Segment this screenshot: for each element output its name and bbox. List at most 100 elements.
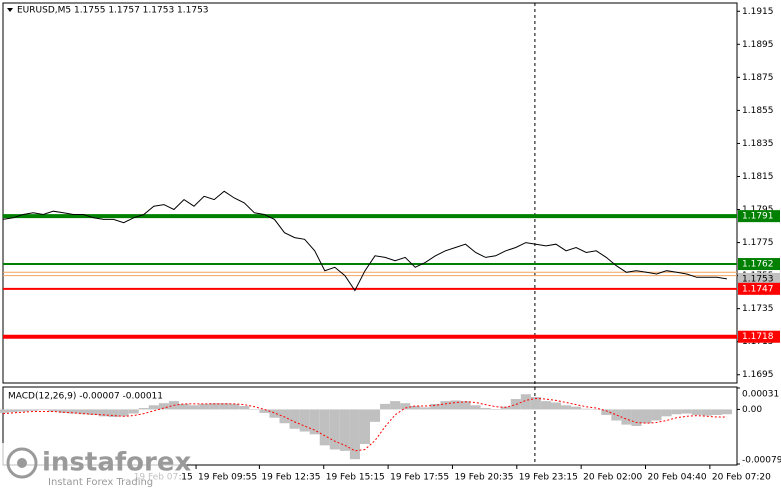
macd-bar bbox=[410, 405, 421, 410]
macd-bar bbox=[148, 405, 159, 410]
y-tick-label: 1.1915 bbox=[742, 7, 774, 17]
macd-bar bbox=[611, 409, 622, 421]
y-tick-label: 1.1775 bbox=[742, 238, 774, 248]
macd-bar bbox=[671, 409, 682, 415]
macd-bar bbox=[490, 409, 501, 410]
y-tick-label: 1.1735 bbox=[742, 304, 774, 314]
y-tick-label: 1.1695 bbox=[742, 370, 774, 380]
macd-bar bbox=[48, 409, 59, 412]
macd-bar bbox=[349, 409, 360, 460]
macd-bar bbox=[621, 409, 632, 425]
x-tick-label: 19 Feb 12:35 bbox=[261, 473, 320, 483]
x-tick-label: 20 Feb 07:20 bbox=[712, 473, 771, 483]
macd-bar bbox=[199, 403, 210, 410]
level-label-box bbox=[738, 330, 780, 343]
macd-bar bbox=[189, 405, 200, 410]
macd-bar bbox=[359, 409, 370, 444]
macd-bar bbox=[400, 403, 411, 410]
macd-bar bbox=[601, 409, 612, 415]
macd-bar bbox=[701, 409, 712, 416]
macd-title: MACD(12,26,9) -0.00007 -0.00011 bbox=[8, 392, 163, 402]
y-tick-label: -0.00079 bbox=[742, 456, 781, 466]
macd-bar bbox=[118, 409, 129, 417]
macd-bar bbox=[128, 409, 139, 414]
macd-bar bbox=[98, 409, 109, 417]
y-tick-label: 1.1795 bbox=[742, 205, 774, 215]
macd-bar bbox=[591, 409, 602, 410]
macd-bar bbox=[510, 399, 521, 410]
macd-bar bbox=[249, 409, 260, 410]
level-label-box bbox=[738, 258, 780, 271]
macd-bar bbox=[289, 409, 300, 429]
macd-bar bbox=[440, 401, 451, 410]
symbol-marker bbox=[7, 8, 13, 12]
y-tick-label: 1.1855 bbox=[742, 106, 774, 116]
macd-bar bbox=[58, 409, 69, 413]
macd-bar bbox=[450, 400, 461, 410]
level-label: 1.1791 bbox=[742, 212, 774, 222]
level-label-box bbox=[738, 282, 780, 295]
y-tick-label: 0.00 bbox=[742, 405, 762, 415]
level-label: 1.1762 bbox=[742, 260, 774, 270]
macd-bar bbox=[239, 405, 250, 410]
macd-bar bbox=[571, 406, 582, 410]
macd-bar bbox=[299, 409, 310, 432]
y-tick-label: 1.1875 bbox=[742, 73, 774, 83]
x-tick-label: 19 Feb 23:15 bbox=[519, 473, 578, 483]
y-tick-label: 0.00031 bbox=[742, 390, 779, 400]
macd-bar bbox=[691, 409, 702, 415]
macd-bar bbox=[530, 396, 541, 410]
macd-bar bbox=[108, 409, 119, 418]
macd-bar bbox=[631, 409, 642, 426]
macd-bar bbox=[721, 409, 732, 415]
macd-bar bbox=[711, 409, 722, 415]
macd-bar bbox=[430, 403, 441, 410]
macd-bar bbox=[540, 401, 551, 410]
macd-bar bbox=[550, 402, 562, 410]
macd-bar bbox=[681, 409, 692, 414]
chart-title: EURUSD,M5 1.1755 1.1757 1.1753 1.1753 bbox=[17, 6, 209, 16]
watermark-tagline: Instant Forex Trading bbox=[48, 477, 153, 488]
macd-bar bbox=[651, 409, 662, 421]
macd-bar bbox=[470, 405, 481, 410]
macd-bar bbox=[28, 409, 39, 411]
macd-bar bbox=[370, 409, 381, 422]
watermark-logo-dot bbox=[17, 458, 27, 468]
macd-bar bbox=[279, 409, 290, 424]
macd-bar bbox=[339, 409, 350, 451]
macd-bar bbox=[309, 409, 320, 435]
macd-bar bbox=[661, 409, 672, 417]
macd-bar bbox=[581, 408, 592, 410]
x-tick-label: 19 Feb 17:55 bbox=[390, 473, 449, 483]
macd-bar bbox=[319, 409, 330, 446]
watermark-brand: instaforex bbox=[42, 448, 192, 478]
macd-bar bbox=[88, 409, 99, 415]
macd-bar bbox=[219, 403, 230, 410]
macd-bar bbox=[520, 394, 531, 410]
macd-bar bbox=[0, 409, 9, 413]
level-label-box bbox=[738, 210, 780, 223]
macd-bar bbox=[641, 409, 652, 424]
price-line bbox=[2, 190, 727, 292]
macd-bar bbox=[269, 409, 280, 418]
watermark-logo bbox=[6, 447, 38, 479]
level-label: 1.1753 bbox=[742, 274, 774, 284]
signal-line bbox=[2, 397, 727, 452]
level-label: 1.1747 bbox=[742, 284, 774, 294]
macd-bar bbox=[138, 408, 149, 410]
macd-bar bbox=[561, 405, 572, 410]
macd-bar bbox=[480, 408, 491, 410]
macd-bar bbox=[158, 403, 169, 410]
macd-bar bbox=[178, 403, 190, 410]
macd-bar bbox=[259, 409, 270, 413]
y-tick-label: 1.1835 bbox=[742, 139, 774, 149]
macd-bar bbox=[78, 409, 89, 415]
macd-bar bbox=[229, 403, 240, 410]
x-tick-label: 19 Feb 20:35 bbox=[454, 473, 513, 483]
x-tick-label: 19 Feb 09:55 bbox=[198, 473, 257, 483]
macd-bar bbox=[500, 406, 511, 410]
macd-panel bbox=[2, 386, 738, 466]
